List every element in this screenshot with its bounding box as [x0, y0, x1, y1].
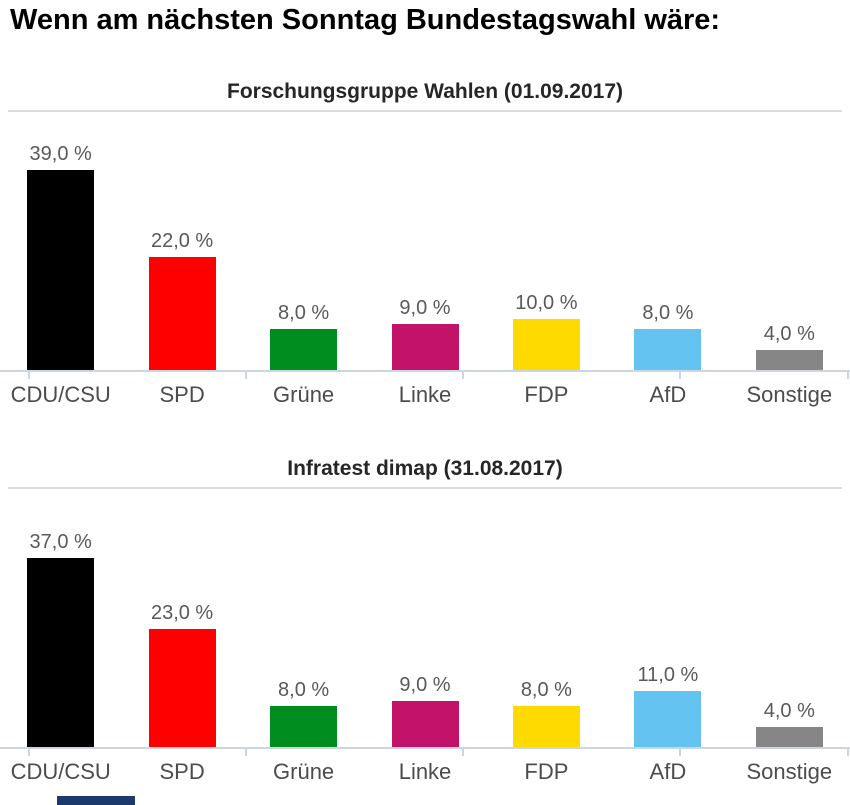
page-title: Wenn am nächsten Sonntag Bundestagswahl … — [10, 4, 721, 36]
category-label-afd: AfD — [649, 382, 687, 407]
category-label-gruene: Grüne — [273, 759, 335, 784]
axis-tick — [847, 749, 849, 756]
value-label-fdp: 10,0 % — [515, 292, 578, 314]
bar-fdp[interactable] — [512, 319, 580, 370]
axis-tick — [28, 372, 30, 379]
axis-tick — [28, 749, 30, 756]
bar-cdu-csu[interactable] — [27, 558, 95, 747]
bar-gruene[interactable] — [270, 329, 338, 370]
bar-linke[interactable] — [391, 324, 459, 370]
category-label-fdp: FDP — [524, 759, 569, 784]
title-rule — [8, 487, 842, 489]
category-axis-labels: CDU/CSU SPD Grüne Linke FDP AfD Sonstige — [0, 382, 850, 410]
x-axis-line — [0, 747, 850, 749]
category-label-sonstige: Sonstige — [746, 759, 833, 784]
category-axis-labels: CDU/CSU SPD Grüne Linke FDP AfD Sonstige — [0, 759, 850, 787]
category-label-cdu-csu: CDU/CSU — [10, 759, 111, 784]
bar-sonstige[interactable] — [755, 350, 823, 370]
title-rule — [8, 110, 842, 112]
category-label-cdu-csu: CDU/CSU — [10, 382, 111, 407]
value-label-cdu-csu: 37,0 % — [29, 531, 92, 553]
value-label-afd: 8,0 % — [642, 302, 694, 324]
value-label-cdu-csu: 39,0 % — [29, 143, 92, 165]
plot-area: 39,0 % 22,0 % 8,0 % 9,0 % 10,0 % 8,0 % 4,0 % — [0, 112, 850, 379]
bar-spd[interactable] — [148, 257, 216, 370]
axis-tick — [462, 372, 464, 379]
bar-gruene[interactable] — [270, 706, 338, 747]
value-label-linke: 9,0 % — [399, 674, 451, 696]
axis-tick — [245, 372, 247, 379]
bar-fdp[interactable] — [512, 706, 580, 747]
category-label-spd: SPD — [159, 759, 205, 784]
category-label-sonstige: Sonstige — [746, 382, 833, 407]
value-label-gruene: 8,0 % — [278, 302, 330, 324]
bar-spd[interactable] — [148, 629, 216, 747]
chart-title: Infratest dimap (31.08.2017) — [287, 457, 563, 480]
axis-tick — [462, 749, 464, 756]
axis-tick — [847, 372, 849, 379]
axis-tick — [679, 372, 681, 379]
bar-sonstige[interactable] — [755, 727, 823, 747]
x-axis-line — [0, 370, 850, 372]
value-label-spd: 23,0 % — [150, 602, 214, 624]
category-label-linke: Linke — [398, 759, 452, 784]
category-label-fdp: FDP — [524, 382, 569, 407]
category-label-afd: AfD — [649, 759, 687, 784]
chart-forschungsgruppe-wahlen: Forschungsgruppe Wahlen (01.09.2017) 39,… — [0, 80, 850, 425]
category-label-gruene: Grüne — [273, 382, 335, 407]
bar-afd[interactable] — [634, 329, 702, 370]
value-label-sonstige: 4,0 % — [763, 323, 815, 345]
chart-title: Forschungsgruppe Wahlen (01.09.2017) — [227, 80, 623, 103]
category-label-linke: Linke — [398, 382, 452, 407]
axis-tick — [679, 749, 681, 756]
category-label-spd: SPD — [159, 382, 205, 407]
value-label-spd: 22,0 % — [150, 230, 214, 252]
bar-afd[interactable] — [634, 691, 702, 747]
value-label-fdp: 8,0 % — [520, 679, 572, 701]
plot-area: 37,0 % 23,0 % 8,0 % 9,0 % 8,0 % 11,0 % 4,0 % — [0, 489, 850, 756]
value-label-afd: 11,0 % — [637, 664, 699, 686]
bar-cdu-csu[interactable] — [27, 170, 95, 370]
chart-infratest-dimap: Infratest dimap (31.08.2017) 37,0 % 23,0 … — [0, 457, 850, 802]
value-label-sonstige: 4,0 % — [763, 700, 815, 722]
value-label-gruene: 8,0 % — [278, 679, 330, 701]
axis-tick — [245, 749, 247, 756]
cropped-bar-fragment — [57, 796, 135, 805]
value-label-linke: 9,0 % — [399, 297, 451, 319]
bar-linke[interactable] — [391, 701, 459, 747]
